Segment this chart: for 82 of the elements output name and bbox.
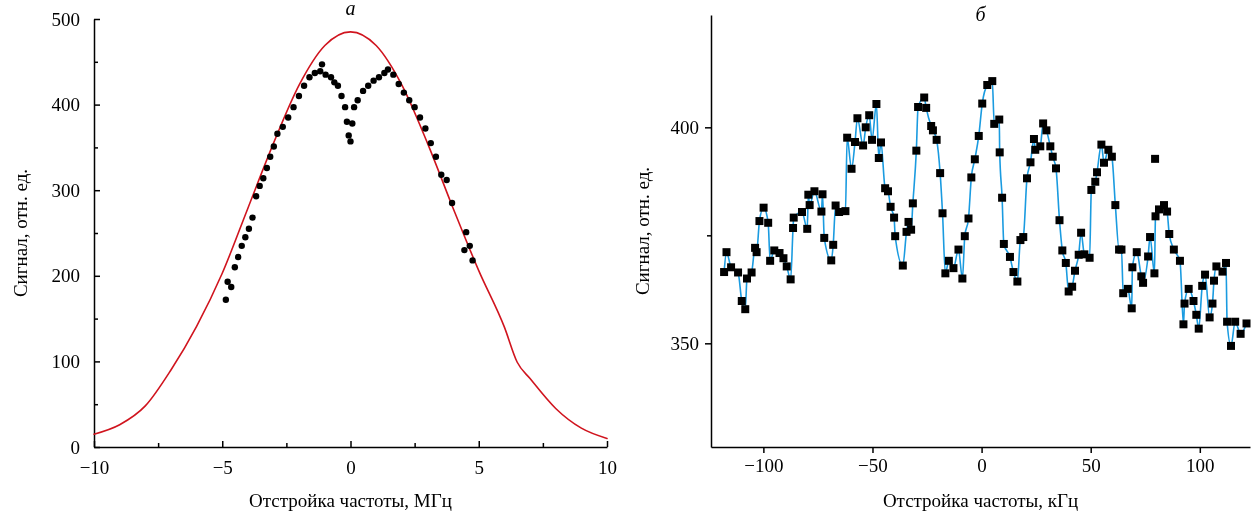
point — [343, 118, 351, 125]
point — [306, 74, 313, 81]
point — [443, 176, 450, 184]
point — [249, 214, 256, 221]
point — [395, 80, 402, 88]
x-tick-label: −10 — [79, 457, 110, 479]
point — [462, 228, 470, 236]
chart-title: а — [345, 0, 356, 19]
point — [234, 253, 242, 261]
point — [317, 68, 324, 75]
point — [375, 74, 383, 81]
point — [267, 153, 274, 161]
point — [322, 71, 329, 78]
x-axis-title: Отстройка частоты, кГц — [882, 490, 1079, 511]
chart-title: б — [975, 3, 987, 25]
point — [256, 182, 263, 190]
y-tick-label: 100 — [51, 350, 80, 372]
point — [466, 242, 473, 250]
x-tick-label: −100 — [744, 455, 784, 477]
point — [295, 92, 303, 100]
point — [461, 246, 468, 254]
x-tick-label: 10 — [598, 457, 617, 479]
point — [327, 74, 335, 81]
x-tick-label: 5 — [474, 457, 484, 479]
point — [390, 71, 397, 78]
point — [347, 138, 354, 145]
y-tick-label: 200 — [51, 265, 80, 287]
point — [252, 192, 260, 200]
point — [448, 199, 456, 207]
point — [290, 103, 297, 111]
point — [334, 82, 342, 89]
y-tick-label: 400 — [670, 116, 699, 138]
y-tick-label: 300 — [51, 179, 80, 201]
point — [238, 242, 245, 250]
point — [228, 283, 235, 291]
y-axis-title: Сигнал, отн. ед. — [10, 168, 31, 298]
point — [270, 143, 278, 150]
point — [432, 153, 440, 161]
point — [245, 225, 253, 232]
point — [349, 120, 356, 127]
x-tick-label: 0 — [977, 455, 987, 477]
point — [284, 114, 292, 121]
point — [338, 92, 345, 100]
point — [370, 77, 377, 84]
point — [469, 257, 476, 264]
point — [274, 130, 281, 137]
point — [400, 89, 408, 96]
point — [350, 103, 358, 111]
y-tick-label: 350 — [670, 332, 699, 354]
point — [242, 234, 249, 241]
point — [300, 82, 308, 89]
point — [438, 171, 445, 178]
point — [359, 87, 367, 95]
point — [416, 114, 424, 121]
point — [384, 66, 392, 73]
y-axis-title: Сигнал, отн. ед. — [632, 166, 653, 296]
x-tick-label: −50 — [858, 455, 888, 477]
line-series — [93, 31, 608, 440]
point — [406, 97, 413, 104]
x-tick-label: −5 — [212, 457, 233, 479]
point — [354, 97, 361, 104]
point — [341, 103, 349, 111]
point — [311, 69, 319, 77]
y-tick-label: 500 — [51, 8, 80, 30]
point — [345, 132, 352, 139]
point — [231, 264, 239, 271]
point — [318, 61, 326, 68]
point — [260, 175, 267, 182]
x-tick-label: 50 — [1081, 455, 1101, 477]
point — [279, 123, 286, 131]
y-tick-label: 0 — [70, 436, 80, 458]
point — [222, 296, 230, 303]
y-tick-label: 400 — [51, 94, 80, 116]
point — [427, 139, 434, 147]
x-tick-label: 0 — [346, 457, 356, 479]
point — [411, 103, 418, 111]
point — [422, 125, 429, 132]
x-axis-title: Отстройка частоты, МГц — [249, 490, 452, 511]
point — [263, 164, 271, 172]
point — [365, 82, 372, 89]
point — [224, 278, 231, 285]
x-tick-label: 100 — [1186, 455, 1215, 477]
